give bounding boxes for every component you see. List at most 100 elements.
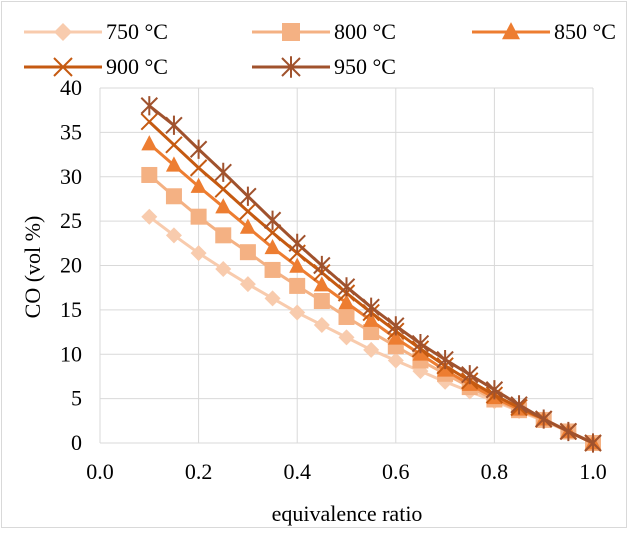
data-point bbox=[313, 276, 330, 292]
data-point bbox=[140, 96, 159, 116]
legend-marker bbox=[282, 23, 300, 41]
y-tick-label: 35 bbox=[60, 119, 82, 144]
data-point bbox=[214, 180, 232, 198]
data-point bbox=[313, 255, 331, 276]
data-point bbox=[214, 162, 232, 182]
data-point bbox=[289, 257, 306, 273]
legend-marker bbox=[54, 23, 72, 41]
data-point bbox=[263, 223, 282, 242]
data-point bbox=[189, 159, 208, 177]
data-point bbox=[411, 334, 430, 354]
data-point bbox=[190, 208, 207, 225]
data-point bbox=[140, 113, 159, 131]
data-point bbox=[141, 166, 158, 183]
axes: 0 5 10 15 20 25 30 35 40 0.0 0.2 0.4 0.6 0.8 1.0 bbox=[60, 75, 607, 484]
data-point bbox=[264, 261, 281, 278]
data-point bbox=[510, 395, 528, 415]
legend-item: 850 °C bbox=[472, 19, 616, 44]
legend-item: 800 °C bbox=[252, 19, 396, 44]
data-point bbox=[141, 135, 158, 151]
data-point bbox=[189, 139, 208, 159]
data-point bbox=[239, 218, 256, 234]
legend-item: 900 °C bbox=[24, 54, 168, 79]
y-tick-label: 0 bbox=[71, 430, 82, 455]
y-tick-label: 40 bbox=[60, 75, 82, 100]
data-point bbox=[313, 316, 330, 333]
legend-label: 750 °C bbox=[106, 19, 168, 44]
data-point bbox=[363, 341, 380, 358]
legend-marker bbox=[502, 22, 520, 40]
x-axis-title: equivalence ratio bbox=[272, 501, 423, 526]
gridlines bbox=[99, 87, 594, 444]
legend-marker bbox=[281, 56, 301, 78]
data-point bbox=[165, 156, 182, 172]
legend-label: 850 °C bbox=[554, 19, 616, 44]
y-tick-label: 30 bbox=[60, 164, 82, 189]
data-point bbox=[288, 233, 306, 253]
data-point bbox=[436, 349, 454, 370]
data-point bbox=[338, 293, 355, 310]
data-point bbox=[239, 186, 257, 206]
y-tick-label: 5 bbox=[71, 386, 82, 411]
legend-item: 750 °C bbox=[24, 19, 168, 44]
data-point bbox=[313, 293, 330, 309]
data-point bbox=[264, 290, 281, 307]
data-point bbox=[190, 245, 207, 262]
legend-item: 950 °C bbox=[252, 54, 396, 79]
data-point bbox=[215, 198, 232, 214]
x-tick-label: 0.4 bbox=[283, 459, 311, 484]
x-tick-label: 0.8 bbox=[481, 459, 509, 484]
legend-label: 800 °C bbox=[334, 19, 396, 44]
legend: 750 °C 800 °C 850 °C 900 °C 950 °C bbox=[24, 19, 616, 79]
data-point bbox=[239, 276, 256, 293]
data-point bbox=[534, 409, 553, 429]
data-point bbox=[165, 136, 183, 154]
data-point bbox=[337, 277, 356, 297]
data-point bbox=[263, 210, 282, 230]
x-tick-label: 0.0 bbox=[86, 459, 114, 484]
data-point bbox=[363, 324, 380, 341]
data-point bbox=[338, 308, 355, 325]
data-point bbox=[584, 433, 602, 453]
x-tick-label: 0.6 bbox=[382, 459, 410, 484]
legend-label: 900 °C bbox=[106, 54, 168, 79]
data-point bbox=[387, 316, 405, 336]
data-point bbox=[215, 261, 232, 278]
data-point bbox=[338, 329, 355, 346]
y-tick-label: 15 bbox=[60, 297, 82, 322]
series-line bbox=[148, 104, 594, 445]
data-point bbox=[362, 297, 380, 317]
series-4 bbox=[140, 113, 602, 452]
series-layer bbox=[140, 96, 602, 453]
series-5 bbox=[140, 96, 602, 453]
y-tick-label: 25 bbox=[60, 208, 82, 233]
data-point bbox=[190, 177, 207, 193]
data-point bbox=[559, 421, 578, 442]
data-point bbox=[165, 115, 183, 135]
y-tick-label: 20 bbox=[60, 253, 82, 278]
series-3 bbox=[141, 135, 601, 450]
x-tick-label: 1.0 bbox=[579, 459, 607, 484]
y-axis-title: CO (vol %) bbox=[20, 216, 45, 319]
data-point bbox=[485, 380, 504, 400]
x-tick-label: 0.2 bbox=[185, 459, 213, 484]
data-point bbox=[141, 208, 158, 225]
data-point bbox=[289, 277, 306, 294]
data-point bbox=[461, 365, 479, 385]
data-point bbox=[264, 238, 281, 255]
data-point bbox=[387, 352, 404, 369]
data-point bbox=[363, 311, 380, 327]
data-point bbox=[215, 227, 232, 244]
legend-label: 950 °C bbox=[334, 54, 396, 79]
data-point bbox=[165, 227, 182, 244]
data-point bbox=[239, 202, 257, 221]
data-point bbox=[289, 304, 306, 321]
data-point bbox=[239, 244, 256, 261]
y-tick-label: 10 bbox=[60, 341, 82, 366]
data-point bbox=[165, 188, 182, 205]
data-point bbox=[387, 329, 404, 345]
series-line bbox=[148, 120, 594, 445]
legend-marker bbox=[53, 57, 73, 77]
